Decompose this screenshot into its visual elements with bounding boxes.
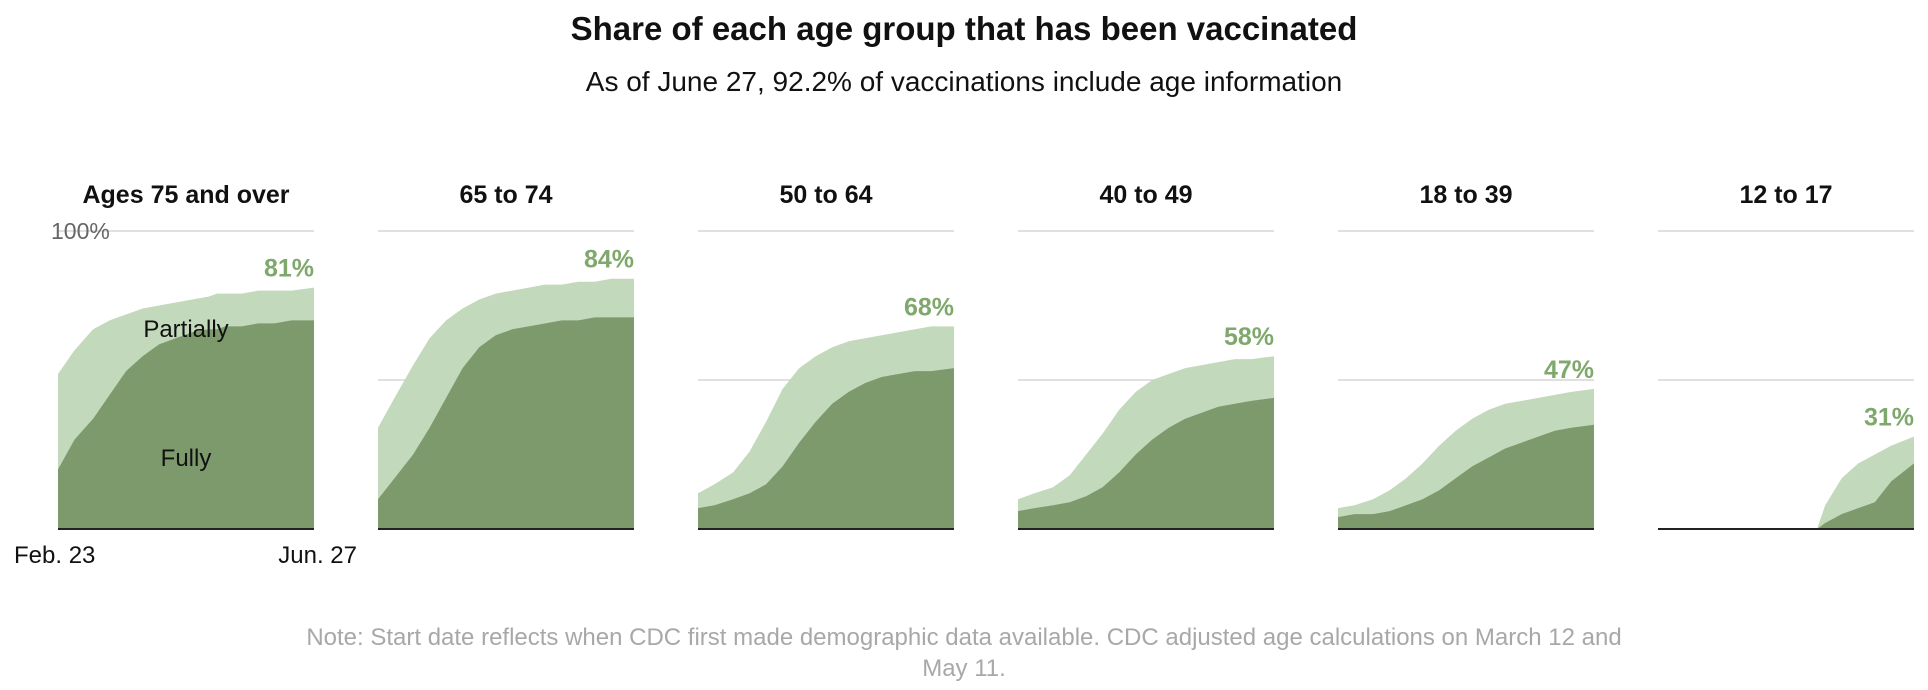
x-axis-start-label: Feb. 23 [14, 542, 95, 569]
final-value-label: 31% [1864, 404, 1914, 432]
final-value-label: 58% [1224, 323, 1274, 351]
final-value-label: 81% [264, 255, 314, 283]
fully-area [698, 368, 954, 529]
chart-title: Share of each age group that has been va… [570, 10, 1358, 47]
fully-area [58, 320, 314, 529]
y-axis-top-label: 100% [51, 218, 110, 244]
panel-6 [1658, 230, 1914, 530]
final-value-label: 68% [904, 293, 954, 321]
x-axis-end-label: Jun. 27 [278, 542, 357, 569]
panel-title: 18 to 39 [1419, 181, 1512, 209]
chart-subtitle: As of June 27, 92.2% of vaccinations inc… [585, 66, 1343, 97]
panel-title: Ages 75 and over [82, 181, 289, 209]
panel-title: 12 to 17 [1739, 181, 1832, 209]
fully-area [1658, 463, 1914, 529]
partially-area [1658, 436, 1914, 529]
panel-3 [698, 230, 954, 530]
legend-partially-label: Partially [143, 316, 228, 343]
fully-area [378, 317, 634, 529]
panel-5 [1338, 230, 1594, 530]
legend-fully-label: Fully [161, 445, 212, 472]
panel-title: 50 to 64 [779, 181, 872, 209]
final-value-label: 84% [584, 246, 634, 274]
fully-area [1338, 424, 1594, 529]
final-value-label: 47% [1544, 356, 1594, 384]
panel-title: 65 to 74 [459, 181, 552, 209]
chart-note: Note: Start date reflects when CDC first… [306, 624, 1622, 682]
panel-title: 40 to 49 [1099, 181, 1192, 209]
panel-4 [1018, 230, 1274, 530]
panel-2 [378, 230, 634, 530]
panel-1 [58, 230, 314, 530]
fully-area [1018, 397, 1274, 529]
